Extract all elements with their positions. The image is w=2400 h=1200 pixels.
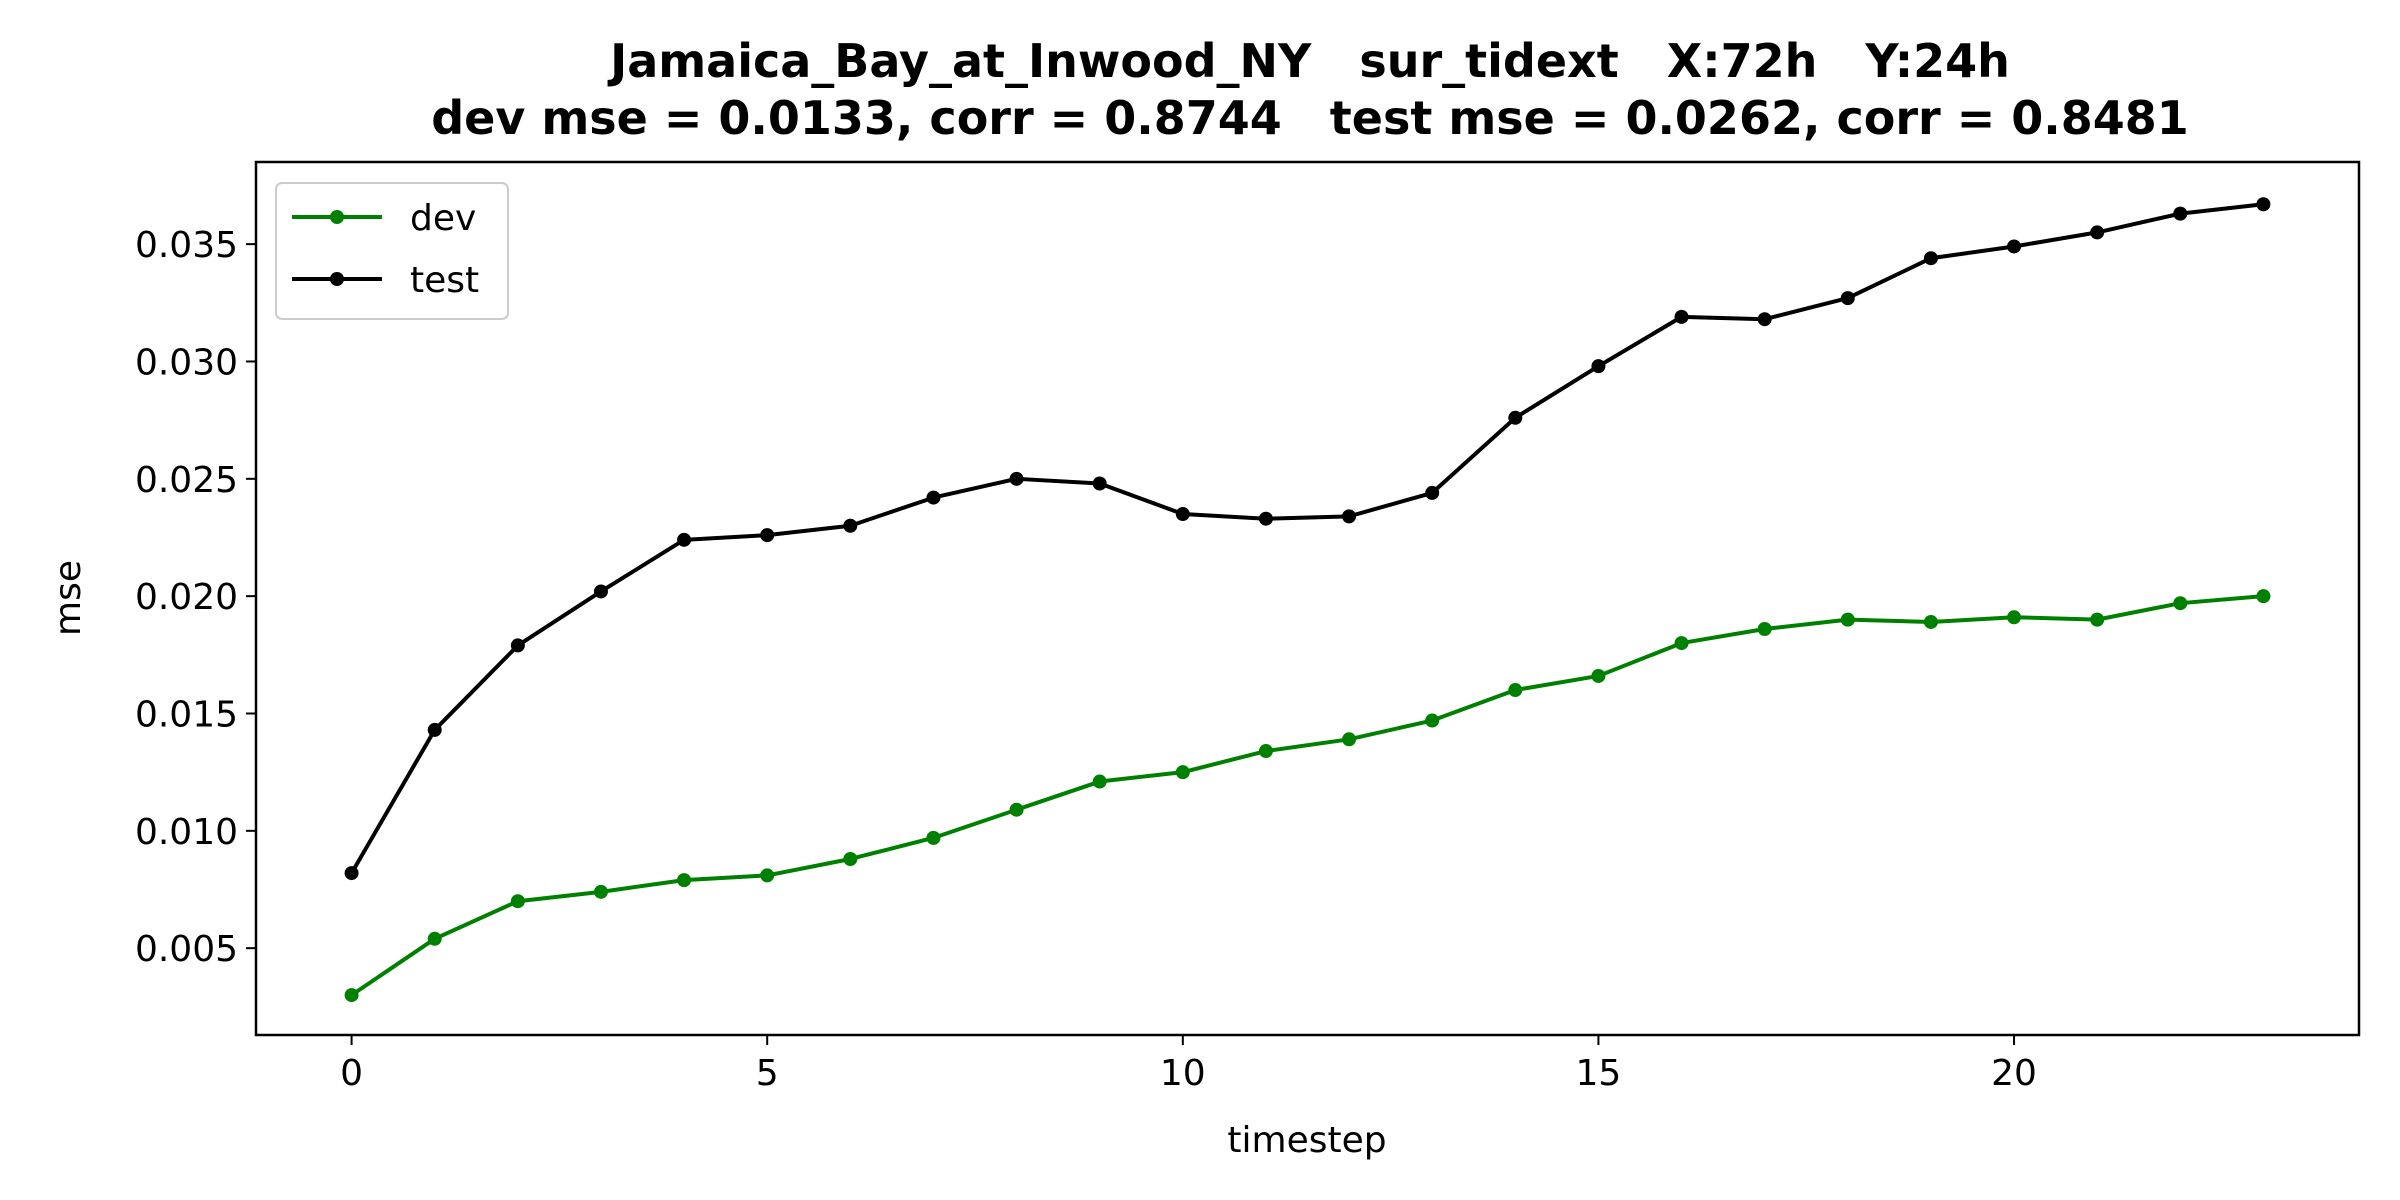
plot-frame [254,160,2361,1037]
point-test [1591,359,1606,374]
point-dev [2256,589,2271,604]
point-test [1425,485,1440,500]
point-test [2256,197,2271,212]
point-dev [1425,713,1440,728]
x-axis-label: timestep [1227,1120,1386,1161]
legend-label-dev: dev [410,198,476,239]
point-test [1342,509,1357,524]
point-dev [1757,622,1772,637]
point-test [1674,309,1689,324]
y-tick-label: 0.035 [135,225,238,266]
chart-title-line1: Jamaica_Bay_at_Inwood_NY sur_tidext X:72… [607,34,2010,88]
point-test [926,490,941,505]
point-test [2173,206,2188,221]
point-dev [1674,636,1689,651]
y-axis-label: mse [48,560,89,636]
point-test [1840,291,1855,306]
y-tick-label: 0.025 [135,460,238,501]
x-tick-label: 15 [1576,1053,1622,1094]
point-dev [677,873,692,888]
point-test [677,532,692,547]
series-layer [344,197,2271,1003]
point-dev [510,894,525,909]
point-test [510,638,525,653]
point-test [1009,471,1024,486]
x-tick-label: 5 [756,1053,779,1094]
point-dev [1009,802,1024,817]
x-tick-label: 10 [1160,1053,1206,1094]
x-tick-label: 20 [1991,1053,2037,1094]
legend-marker-test [330,272,344,286]
point-dev [1175,765,1190,780]
point-dev [593,884,608,899]
point-test [2090,225,2105,240]
point-test [1092,476,1107,491]
point-test [1175,507,1190,522]
legend: dev test [275,182,509,320]
point-dev [2173,596,2188,611]
point-test [427,722,442,737]
point-dev [2007,610,2022,625]
legend-marker-dev [330,210,344,224]
point-test [760,528,775,543]
point-dev [760,868,775,883]
point-dev [2090,612,2105,627]
point-dev [926,830,941,845]
y-tick-label: 0.005 [135,929,238,970]
point-test [1508,410,1523,425]
legend-label-test: test [410,260,479,301]
point-dev [1591,668,1606,683]
series-line-dev [350,594,2264,997]
series-line-test [349,202,2264,875]
point-dev [1508,683,1523,698]
chart-title-line2: dev mse = 0.0133, corr = 0.8744 test mse… [431,91,2189,145]
point-dev [1923,614,1938,629]
y-tick-label: 0.020 [135,577,238,618]
x-tick-label: 0 [340,1053,363,1094]
point-dev [843,851,858,866]
point-test [843,518,858,533]
axis-ticks: 0 5 10 15 20 0.005 0.010 0.015 0.020 0.025 0.030 0.… [135,225,2037,1094]
point-dev [1092,774,1107,789]
point-dev [1258,744,1273,759]
point-dev [1840,612,1855,627]
point-test [1757,312,1772,327]
y-tick-label: 0.015 [135,694,238,735]
point-test [1923,251,1938,266]
point-test [593,584,608,599]
point-test [2007,239,2022,254]
point-test [344,866,359,881]
point-test [1258,511,1273,526]
point-dev [427,931,442,946]
point-dev [1342,732,1357,747]
y-tick-label: 0.010 [135,812,238,853]
point-dev [344,988,359,1003]
y-tick-label: 0.030 [135,342,238,383]
